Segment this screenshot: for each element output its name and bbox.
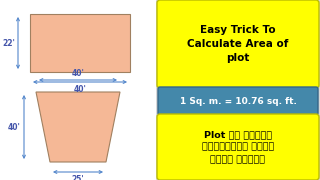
Text: 1 Sq. m. = 10.76 sq. ft.: 1 Sq. m. = 10.76 sq. ft. bbox=[180, 96, 296, 105]
Bar bbox=[30, 14, 130, 72]
Text: 22': 22' bbox=[3, 39, 15, 48]
Polygon shape bbox=[36, 92, 120, 162]
Text: 40': 40' bbox=[72, 69, 84, 78]
Text: 25': 25' bbox=[72, 174, 84, 180]
FancyBboxPatch shape bbox=[157, 114, 319, 180]
FancyBboxPatch shape bbox=[158, 87, 318, 115]
Text: Easy Trick To
Calculate Area of
plot: Easy Trick To Calculate Area of plot bbox=[187, 25, 289, 63]
Bar bbox=[0, 0, 156, 180]
Text: Plot का एरिया
निकलनेका सबसे
आसान तरीका: Plot का एरिया निकलनेका सबसे आसान तरीका bbox=[202, 130, 274, 164]
Text: 40': 40' bbox=[8, 123, 20, 132]
FancyBboxPatch shape bbox=[157, 0, 319, 88]
Text: 40': 40' bbox=[74, 86, 86, 94]
